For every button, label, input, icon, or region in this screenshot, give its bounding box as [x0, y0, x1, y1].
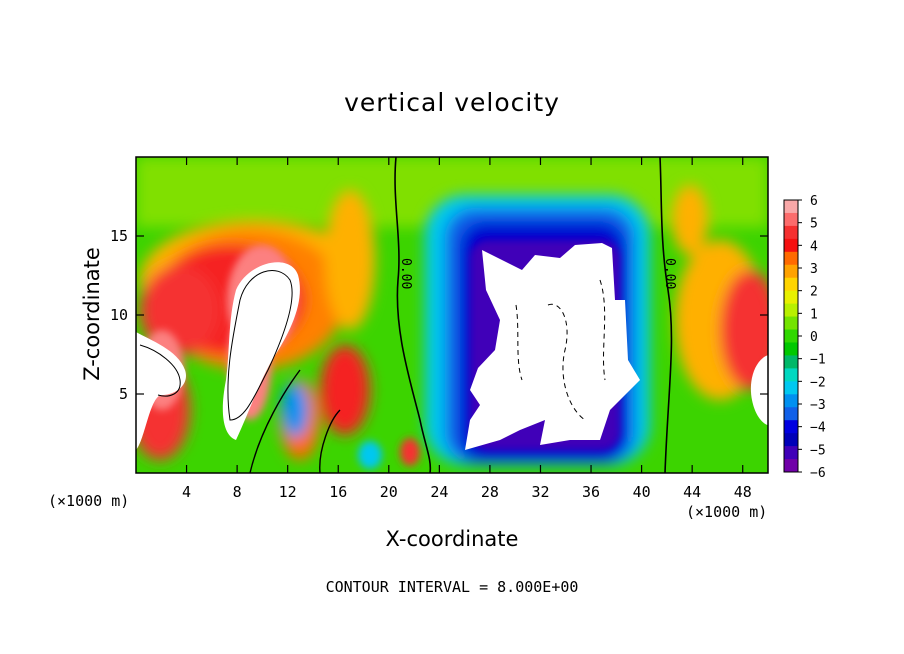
y-tick-label: 10 [110, 306, 128, 324]
colorbar-tick-label: 4 [810, 239, 818, 254]
colorbar-segment [784, 407, 798, 421]
colorbar-segment [784, 238, 798, 253]
colorbar-segment [784, 355, 798, 369]
colorbar-segment [784, 264, 798, 279]
colorbar-segment [784, 200, 798, 214]
x-tick-label: 12 [279, 483, 297, 501]
colorbar-tick-label: 0 [810, 330, 818, 345]
colorbar-segment [784, 277, 798, 292]
x-tick-label: 48 [734, 483, 752, 501]
x-tick-label: 4 [182, 483, 191, 501]
x-axis-label: X-coordinate [385, 527, 519, 551]
colorbar-segment [784, 420, 798, 434]
colorbar-segment [784, 446, 798, 460]
colorbar-segment [784, 394, 798, 408]
colorbar-tick-label: −3 [810, 398, 826, 413]
x-tick-label: 16 [329, 483, 347, 501]
x-tick-label: 28 [481, 483, 499, 501]
chart-title: vertical velocity [344, 88, 560, 117]
colorbar-segment [784, 290, 798, 305]
contour-label-right: 0.00 [662, 258, 677, 289]
colorbar-segment [784, 225, 798, 240]
colorbar-tick-label: −5 [810, 443, 826, 458]
colorbar-tick-label: −1 [810, 353, 826, 368]
y-tick-label: 5 [119, 385, 128, 403]
x-tick-label: 32 [531, 483, 549, 501]
x-tick-label: 20 [380, 483, 398, 501]
colorbar-segment [784, 381, 798, 395]
colorbar-tick-label: 2 [810, 285, 818, 300]
colorbar-tick-label: 5 [810, 217, 818, 232]
x-tick-label: 8 [233, 483, 242, 501]
colorbar-tick-label: 6 [810, 194, 818, 209]
colorbar-tick-label: −2 [810, 375, 826, 390]
heatmap-field [136, 157, 768, 473]
colorbar-tick-label: −6 [810, 466, 826, 481]
x-unit-label-right: (×1000 m) [686, 503, 768, 521]
colorbar-segment [784, 212, 798, 227]
colorbar-tick-label: 3 [810, 262, 818, 277]
colorbar-segment [784, 316, 798, 331]
colorbar-tick-label: −4 [810, 421, 826, 436]
y-tick-label: 15 [110, 227, 128, 245]
colorbar-segment [784, 303, 798, 318]
x-tick-label: 44 [683, 483, 701, 501]
x-tick-label: 36 [582, 483, 600, 501]
colorbar-segment [784, 329, 798, 343]
contour-label-left: 0.00 [398, 258, 413, 289]
x-unit-label-left: (×1000 m) [48, 492, 130, 510]
colorbar-segment [784, 251, 798, 266]
contour-interval-note: CONTOUR INTERVAL = 8.000E+00 [325, 578, 579, 596]
colorbar-segment [784, 459, 798, 473]
colorbar-segment [784, 342, 798, 356]
colorbar-segment [784, 433, 798, 447]
x-tick-label: 40 [633, 483, 651, 501]
colorbar-tick-label: 1 [810, 307, 818, 322]
x-tick-label: 24 [430, 483, 448, 501]
colorbar-segment [784, 368, 798, 382]
